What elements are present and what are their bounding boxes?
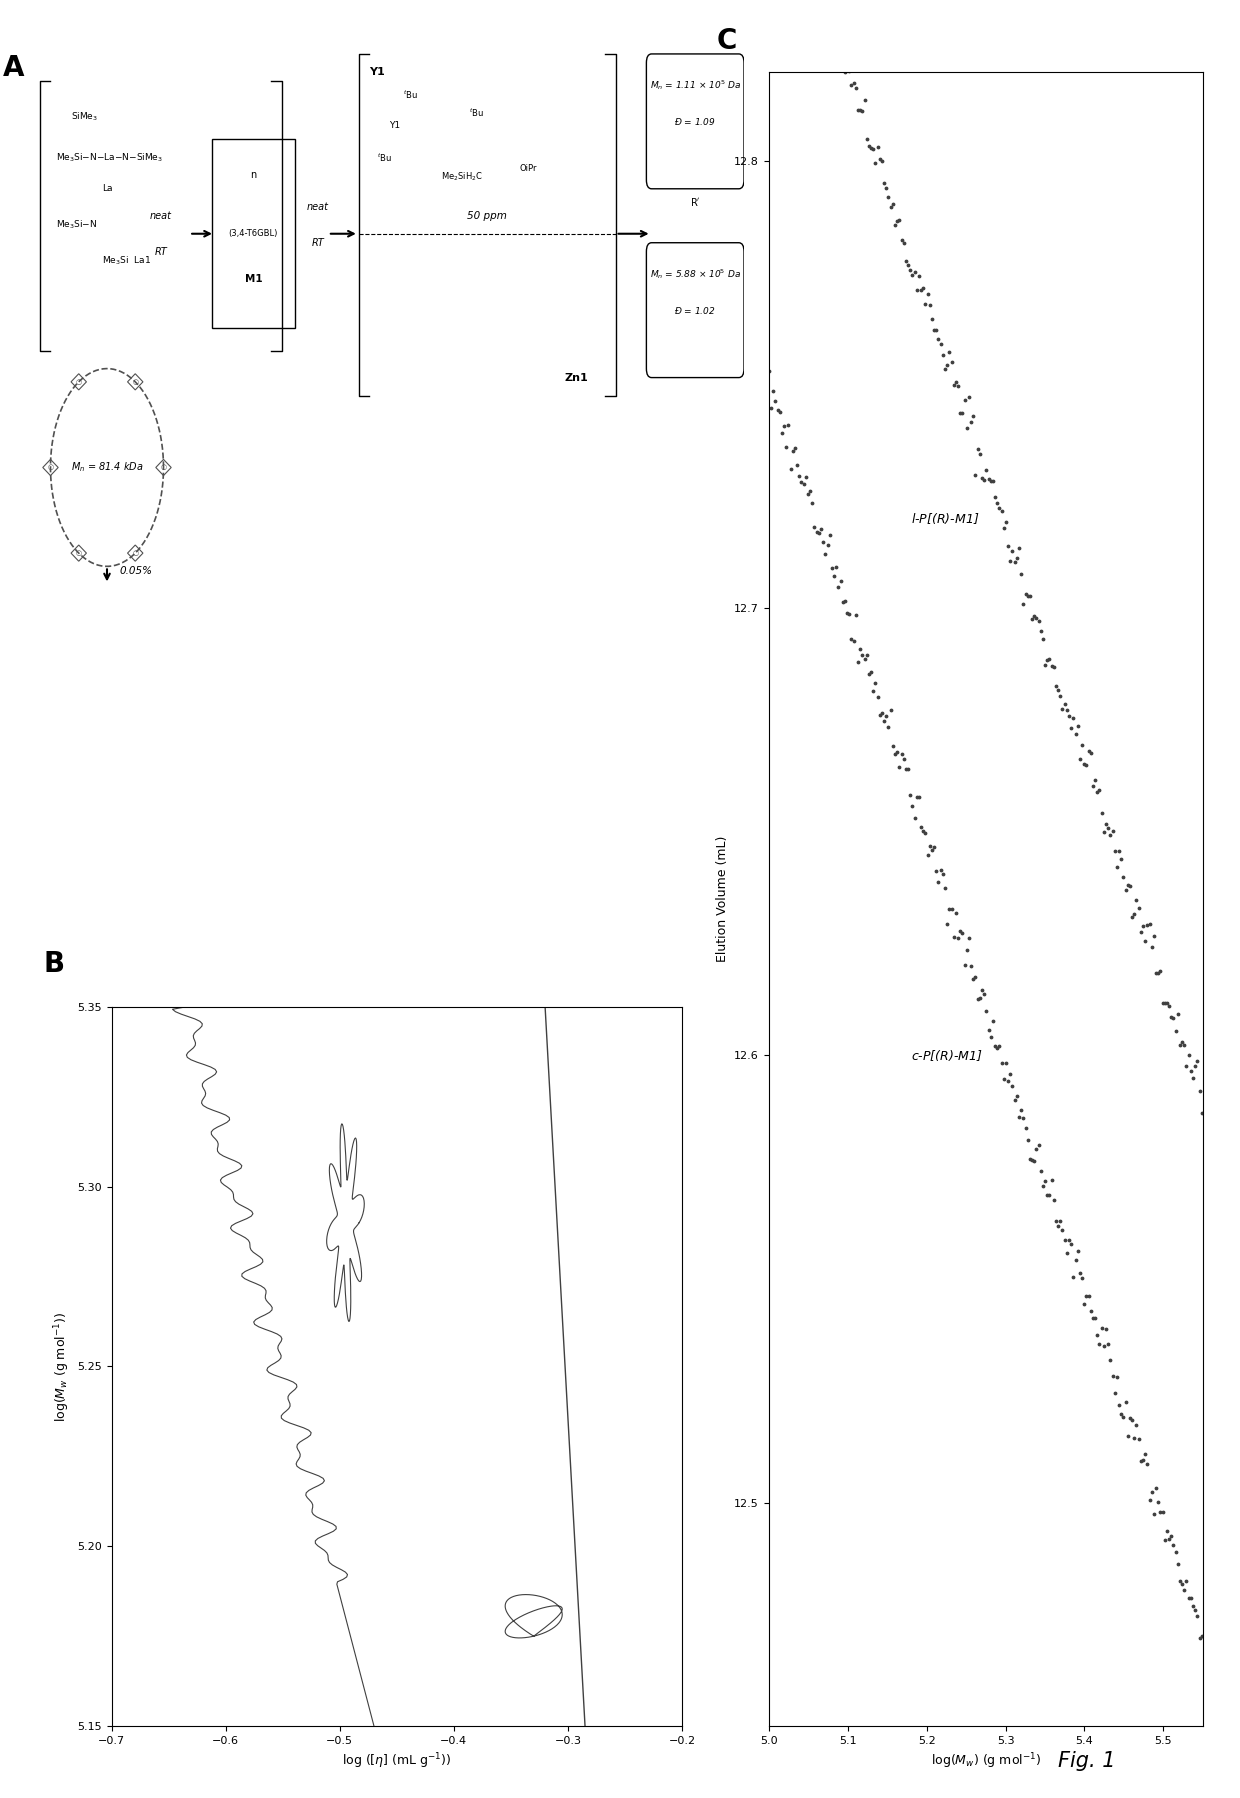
Polygon shape [42, 460, 58, 475]
Text: ○: ○ [160, 464, 166, 471]
Text: Zn1: Zn1 [564, 372, 588, 383]
Text: $M_n$ = 1.11 × 10$^5$ Da: $M_n$ = 1.11 × 10$^5$ Da [650, 79, 740, 92]
Text: 50 ppm: 50 ppm [467, 210, 507, 221]
Text: $^t$Bu: $^t$Bu [377, 151, 392, 164]
Text: Y1: Y1 [389, 120, 401, 131]
FancyBboxPatch shape [646, 54, 744, 189]
Text: RT: RT [155, 246, 167, 257]
Text: 0.05%: 0.05% [120, 566, 153, 575]
X-axis label: log ([$\eta$] (mL g$^{-1}$)): log ([$\eta$] (mL g$^{-1}$)) [342, 1751, 451, 1771]
Text: OiPr: OiPr [520, 164, 537, 173]
Text: $M_n$ = 81.4 kDa: $M_n$ = 81.4 kDa [71, 460, 144, 475]
Text: Y1: Y1 [370, 67, 384, 77]
Text: ○: ○ [47, 464, 53, 471]
Text: R$^{\prime}$: R$^{\prime}$ [689, 196, 701, 209]
Polygon shape [128, 374, 143, 390]
Text: Me$_3$Si$-$N$-$La$-$N$-$SiMe$_3$: Me$_3$Si$-$N$-$La$-$N$-$SiMe$_3$ [56, 151, 162, 164]
Text: n: n [250, 171, 257, 180]
Text: A: A [4, 54, 25, 83]
Text: $^t$Bu: $^t$Bu [470, 106, 485, 119]
Text: ○: ○ [76, 550, 82, 556]
Text: $M_n$ = 5.88 × 10$^5$ Da: $M_n$ = 5.88 × 10$^5$ Da [650, 268, 740, 280]
Polygon shape [71, 545, 87, 561]
Text: $l$-P[($R$)-M1]: $l$-P[($R$)-M1] [911, 511, 980, 527]
Text: ○: ○ [76, 379, 82, 385]
Text: $Ð$ = 1.09: $Ð$ = 1.09 [675, 115, 715, 128]
Text: $c$-P[($R$)-M1]: $c$-P[($R$)-M1] [911, 1048, 982, 1063]
Polygon shape [156, 460, 171, 475]
Text: $^t$Bu: $^t$Bu [403, 88, 418, 101]
FancyBboxPatch shape [212, 140, 295, 327]
Text: La: La [102, 183, 113, 194]
Y-axis label: log($M_w$ (g mol$^{-1}$)): log($M_w$ (g mol$^{-1}$)) [52, 1311, 72, 1422]
Text: B: B [43, 949, 64, 978]
Text: M1: M1 [244, 273, 262, 284]
Text: SiMe$_3$: SiMe$_3$ [71, 111, 98, 122]
Text: RT: RT [311, 237, 324, 248]
Text: neat: neat [150, 210, 172, 221]
Text: Me$_3$Si$-$N: Me$_3$Si$-$N [56, 219, 97, 230]
FancyBboxPatch shape [646, 243, 744, 378]
Text: (3,4-T6GBL): (3,4-T6GBL) [228, 228, 278, 239]
Y-axis label: Elution Volume (mL): Elution Volume (mL) [715, 836, 729, 962]
Text: Me$_2$SiH$_2$C: Me$_2$SiH$_2$C [440, 171, 482, 183]
Text: ○: ○ [133, 379, 139, 385]
Text: Fig. 1: Fig. 1 [1059, 1751, 1116, 1771]
Text: C: C [717, 27, 737, 56]
X-axis label: log($M_w$) (g mol$^{-1}$): log($M_w$) (g mol$^{-1}$) [931, 1751, 1040, 1771]
Polygon shape [128, 545, 143, 561]
Text: Me$_3$Si  La1: Me$_3$Si La1 [102, 255, 151, 266]
Text: ○: ○ [133, 550, 139, 556]
Polygon shape [71, 374, 87, 390]
Text: neat: neat [306, 201, 329, 212]
Text: $Ð$ = 1.02: $Ð$ = 1.02 [675, 304, 715, 316]
